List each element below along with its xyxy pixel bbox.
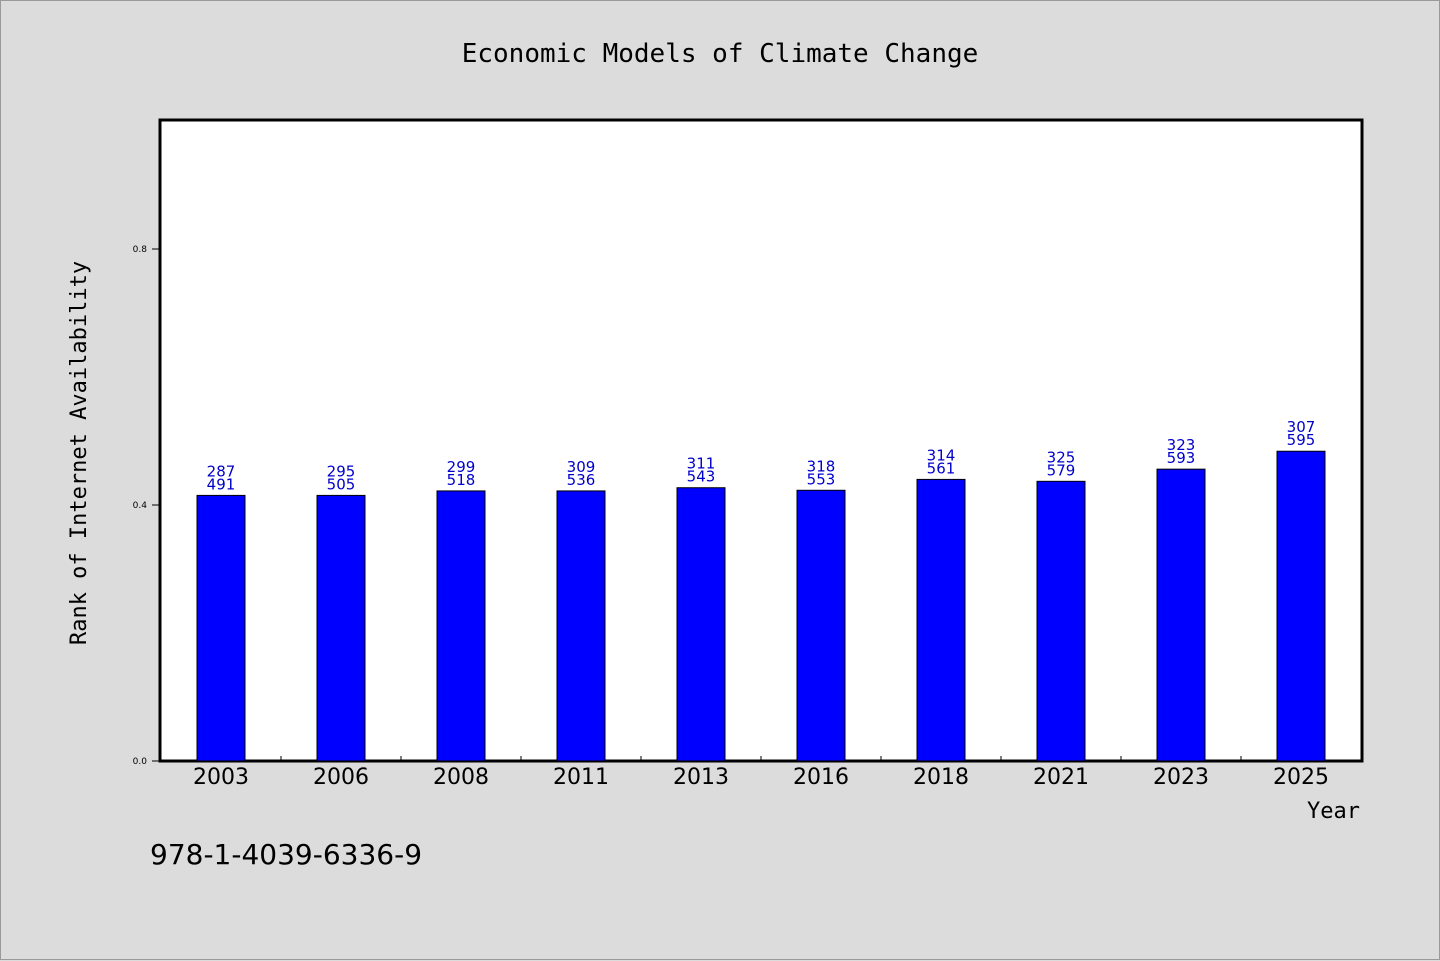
x-tick-label: 2008 — [433, 765, 489, 790]
bar — [676, 487, 726, 762]
data-labels-group: 2874912955052995183095363115433185533145… — [207, 418, 1316, 493]
bars-group — [196, 450, 1326, 762]
bar-data-label: 309 — [567, 458, 596, 476]
y-axis: 0.0 0.4 0.8 — [133, 245, 161, 767]
y-tick-label: 0.0 — [133, 757, 148, 767]
x-axis-title: Year — [1307, 799, 1360, 824]
bar-data-label: 318 — [807, 457, 836, 475]
bar — [436, 490, 486, 762]
x-tick-label: 2021 — [1033, 765, 1089, 790]
bar-data-label: 595 — [1287, 431, 1316, 449]
bar-data-label: 325 — [1047, 448, 1076, 466]
x-tick-label: 2006 — [313, 765, 369, 790]
x-axis: 2003 2006 2008 2011 2013 2016 2018 2021 2023 2025 — [193, 756, 1329, 790]
bar-data-label: 553 — [807, 470, 836, 488]
bar — [916, 478, 966, 762]
isbn-footer: 978-1-4039-6336-9 — [150, 838, 422, 871]
bar — [796, 489, 846, 762]
bar — [1036, 480, 1086, 762]
bar-data-label: 311 — [687, 455, 716, 473]
x-tick-label: 2023 — [1153, 765, 1209, 790]
bar-data-label: 543 — [687, 468, 716, 486]
bar-data-label: 593 — [1167, 449, 1196, 467]
x-tick-label: 2016 — [793, 765, 849, 790]
x-tick-label: 2018 — [913, 765, 969, 790]
bar-data-label: 287 — [207, 462, 236, 480]
chart-title: Economic Models of Climate Change — [462, 39, 979, 69]
y-tick-label: 0.4 — [133, 501, 148, 511]
bar — [1156, 468, 1206, 762]
bar — [196, 494, 246, 762]
y-tick-label: 0.8 — [133, 245, 148, 255]
y-axis-title: Rank of Internet Availability — [67, 261, 92, 645]
x-tick-label: 2011 — [553, 765, 609, 790]
x-tick-label: 2013 — [673, 765, 729, 790]
bar-data-label: 295 — [327, 462, 356, 480]
bar-data-label: 518 — [447, 471, 476, 489]
bar-data-label: 323 — [1167, 436, 1196, 454]
bar-data-label: 505 — [327, 475, 356, 493]
bar-data-label: 491 — [207, 475, 236, 493]
bar-data-label: 307 — [1287, 418, 1316, 436]
bar — [316, 494, 366, 762]
x-tick-label: 2025 — [1273, 765, 1329, 790]
bar-data-label: 561 — [927, 459, 956, 477]
bar — [556, 490, 606, 762]
bar-data-label: 579 — [1047, 461, 1076, 479]
bar-data-label: 299 — [447, 458, 476, 476]
bar — [1276, 450, 1326, 762]
bar-data-label: 536 — [567, 471, 596, 489]
x-tick-label: 2003 — [193, 765, 249, 790]
bar-data-label: 314 — [927, 446, 956, 464]
